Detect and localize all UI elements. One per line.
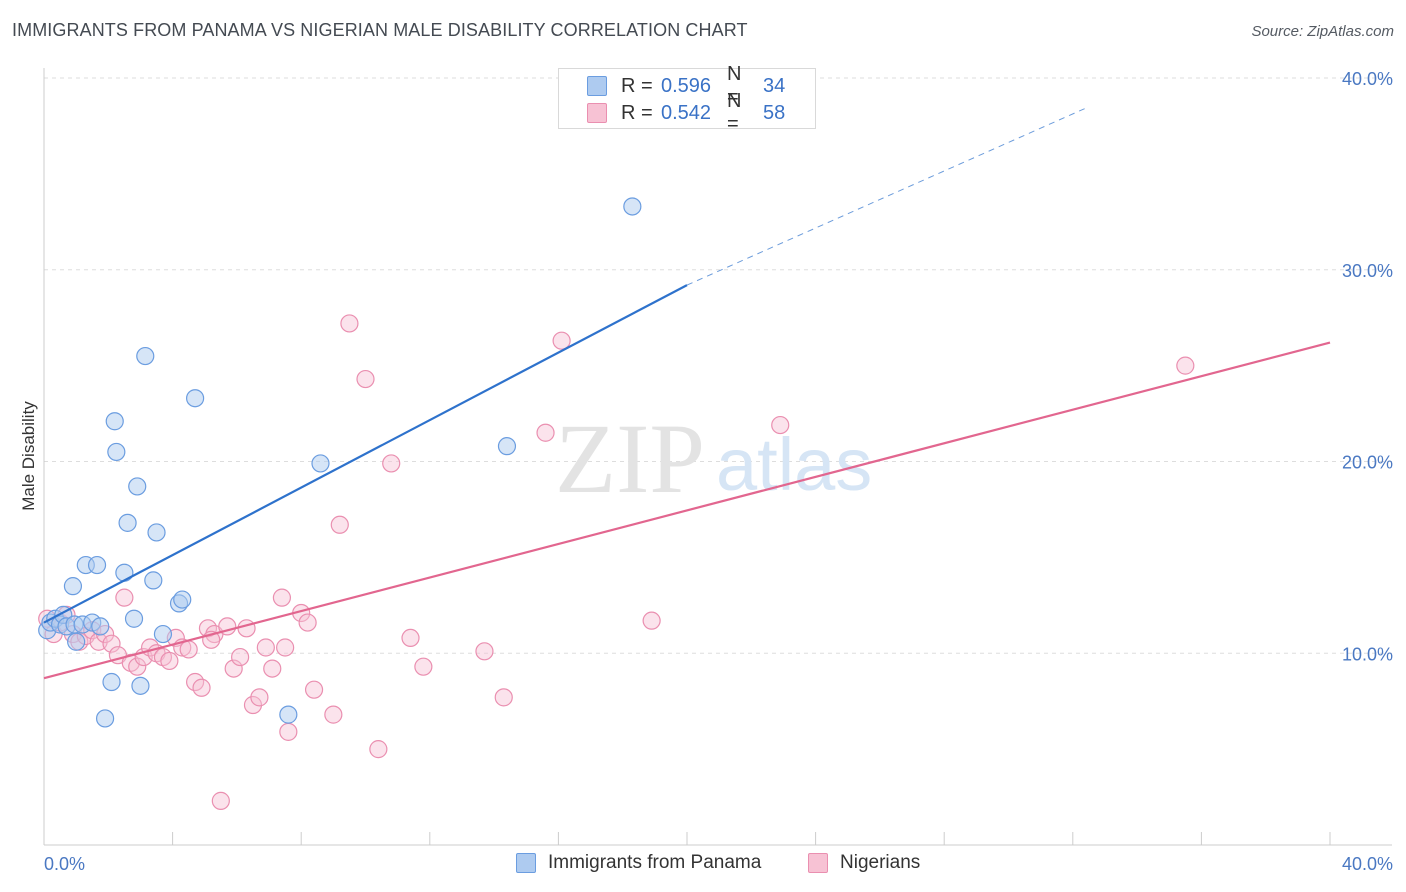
nigerians-point [356, 369, 375, 389]
y-tick-label: 40.0% [1342, 69, 1393, 89]
nigerians-point [536, 423, 555, 442]
nigerians-point [102, 634, 121, 653]
legend-row-nigerians: R = 0.542 N = 58 [587, 90, 829, 135]
nigerians-point [272, 588, 292, 607]
nigerians-point [369, 740, 388, 759]
nigerians-point [642, 611, 661, 630]
legend-n-value: 34 [763, 74, 786, 97]
nigerians-point [128, 657, 147, 676]
panama-point [623, 197, 642, 216]
nigerians-point [1176, 356, 1195, 375]
panama-point [136, 346, 155, 366]
grid-layer [44, 77, 1392, 654]
legend-swatch-pink [587, 103, 607, 123]
panama-point [131, 676, 150, 695]
nigerians-point [192, 678, 211, 697]
panama-point [279, 705, 298, 724]
panama-point [102, 672, 121, 692]
legend-label-nigerians: Nigerians [840, 852, 921, 873]
panama-point [63, 577, 83, 596]
tick-labels: 10.0% 20.0% 30.0% 40.0% 0.0% 40.0% [44, 69, 1393, 874]
panama-point [147, 523, 166, 542]
y-tick-label: 30.0% [1342, 261, 1393, 281]
legend-n-label: N = [727, 90, 742, 135]
source-label: Source: ZipAtlas.com [1251, 23, 1394, 40]
watermark: ZIP atlas [555, 403, 872, 514]
panama-point [153, 624, 173, 644]
x-tick-label: 0.0% [44, 854, 85, 874]
legend-item-panama[interactable]: Immigrants from Panama [516, 852, 761, 874]
panama-point [128, 477, 147, 496]
series-legend: Immigrants from Panama Nigerians [0, 852, 1406, 878]
nigerians-point [115, 588, 134, 607]
panama-point [173, 590, 192, 609]
panama-point [67, 632, 86, 651]
watermark-atlas: atlas [716, 423, 872, 506]
nigerians-point [771, 415, 790, 435]
nigerians-point [256, 638, 275, 657]
legend-swatch-blue [516, 853, 536, 873]
nigerians-point [494, 688, 513, 707]
panama-trend-extension [686, 106, 1090, 286]
panama-point [91, 617, 110, 636]
nigerians-point [304, 680, 324, 699]
nigerians-point [250, 688, 269, 707]
nigerians-point [263, 659, 282, 678]
nigerians-point [224, 659, 243, 678]
panama-point [115, 563, 134, 582]
nigerians-point [340, 314, 359, 333]
nigerians-point [475, 642, 494, 661]
legend-r-label: R = [621, 74, 653, 97]
legend-item-nigerians[interactable]: Nigerians [808, 852, 920, 874]
panama-point [311, 454, 330, 473]
chart-title: IMMIGRANTS FROM PANAMA VS NIGERIAN MALE … [12, 20, 748, 40]
watermark-zip: ZIP [555, 403, 705, 514]
panama-point [105, 412, 124, 431]
nigerians-point [552, 331, 571, 350]
panama-point [124, 609, 144, 628]
axis-layer [43, 68, 1392, 846]
panama-point [87, 555, 107, 575]
legend-label-panama: Immigrants from Panama [548, 852, 762, 873]
panama-point [118, 513, 137, 532]
nigerians-point [298, 613, 317, 632]
nigerians-point [160, 651, 179, 671]
nigerians-point [231, 647, 250, 667]
nigerians-point [324, 705, 343, 724]
legend-r-value: 0.542 [661, 101, 712, 124]
panama-point [144, 571, 163, 590]
panama-point [95, 709, 115, 728]
legend-n-value: 58 [763, 101, 786, 124]
nigerians-point [330, 515, 349, 534]
y-tick-label: 10.0% [1342, 644, 1393, 664]
y-axis-title: Male Disability [19, 401, 38, 511]
nigerians-point [401, 628, 420, 648]
x-tick-label: 40.0% [1342, 854, 1393, 874]
legend-r-value: 0.596 [661, 74, 712, 97]
y-tick-label: 20.0% [1342, 453, 1393, 473]
legend-r-label: R = [621, 101, 653, 124]
nigerians-point [237, 619, 256, 638]
nigerians-point [382, 454, 401, 473]
series-panama-points [38, 197, 642, 728]
legend-n-label: N = [727, 63, 742, 108]
nigerians-point [276, 638, 295, 657]
legend-swatch-pink [808, 853, 828, 873]
nigerians-point [179, 640, 198, 659]
panama-point [186, 389, 205, 408]
correlation-legend: R = 0.596 N = 34 R = 0.542 N = 58 [558, 63, 816, 135]
legend-swatch-blue [587, 76, 607, 96]
nigerians-point [414, 657, 433, 676]
nigerians-point [279, 722, 298, 741]
panama-trend-line [43, 284, 688, 624]
panama-point [497, 437, 517, 456]
trend-lines [43, 106, 1331, 680]
panama-point [107, 442, 126, 462]
nigerians-point [211, 791, 230, 810]
nigerians-trend-line [43, 341, 1331, 680]
series-nigerians-points [38, 314, 1195, 810]
legend-row-panama: R = 0.596 N = 34 [587, 63, 829, 108]
